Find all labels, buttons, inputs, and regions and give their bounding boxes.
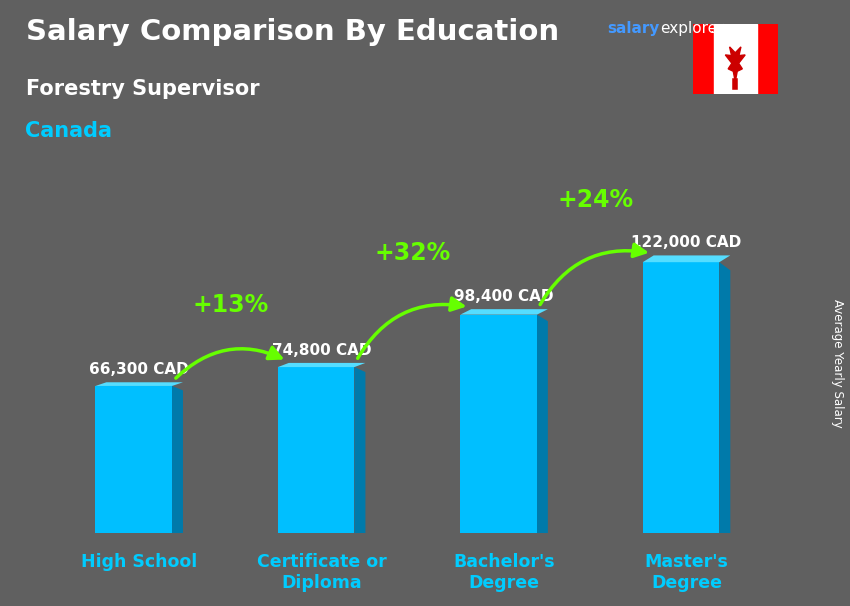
Text: Canada: Canada: [26, 121, 112, 141]
Text: High School: High School: [81, 553, 197, 571]
Polygon shape: [725, 47, 745, 82]
Text: +24%: +24%: [558, 188, 633, 212]
Bar: [95, 386, 172, 533]
Text: salary: salary: [608, 21, 660, 36]
Text: +13%: +13%: [192, 293, 269, 317]
Text: Certificate or
Diploma: Certificate or Diploma: [257, 553, 387, 592]
Bar: [714, 24, 756, 94]
Polygon shape: [95, 382, 183, 386]
Polygon shape: [719, 262, 730, 533]
Text: Average Yearly Salary: Average Yearly Salary: [830, 299, 844, 428]
Text: explorer: explorer: [660, 21, 724, 36]
Bar: [643, 262, 719, 533]
Text: Forestry Supervisor: Forestry Supervisor: [26, 79, 259, 99]
Bar: [756, 24, 778, 94]
Text: 66,300 CAD: 66,300 CAD: [89, 362, 189, 378]
Polygon shape: [643, 255, 730, 262]
Text: 98,400 CAD: 98,400 CAD: [454, 289, 554, 304]
Polygon shape: [354, 367, 366, 533]
Text: 122,000 CAD: 122,000 CAD: [632, 235, 742, 250]
Text: Master's
Degree: Master's Degree: [644, 553, 728, 592]
Polygon shape: [172, 386, 183, 533]
Polygon shape: [537, 315, 548, 533]
Text: +32%: +32%: [375, 241, 451, 265]
Polygon shape: [278, 363, 366, 367]
Text: Bachelor's
Degree: Bachelor's Degree: [453, 553, 555, 592]
Text: Salary Comparison By Education: Salary Comparison By Education: [26, 18, 558, 46]
Bar: [693, 24, 714, 94]
Bar: [461, 315, 537, 533]
Text: .com: .com: [709, 21, 746, 36]
Bar: [278, 367, 354, 533]
Polygon shape: [461, 309, 548, 315]
Text: 74,800 CAD: 74,800 CAD: [272, 343, 371, 358]
